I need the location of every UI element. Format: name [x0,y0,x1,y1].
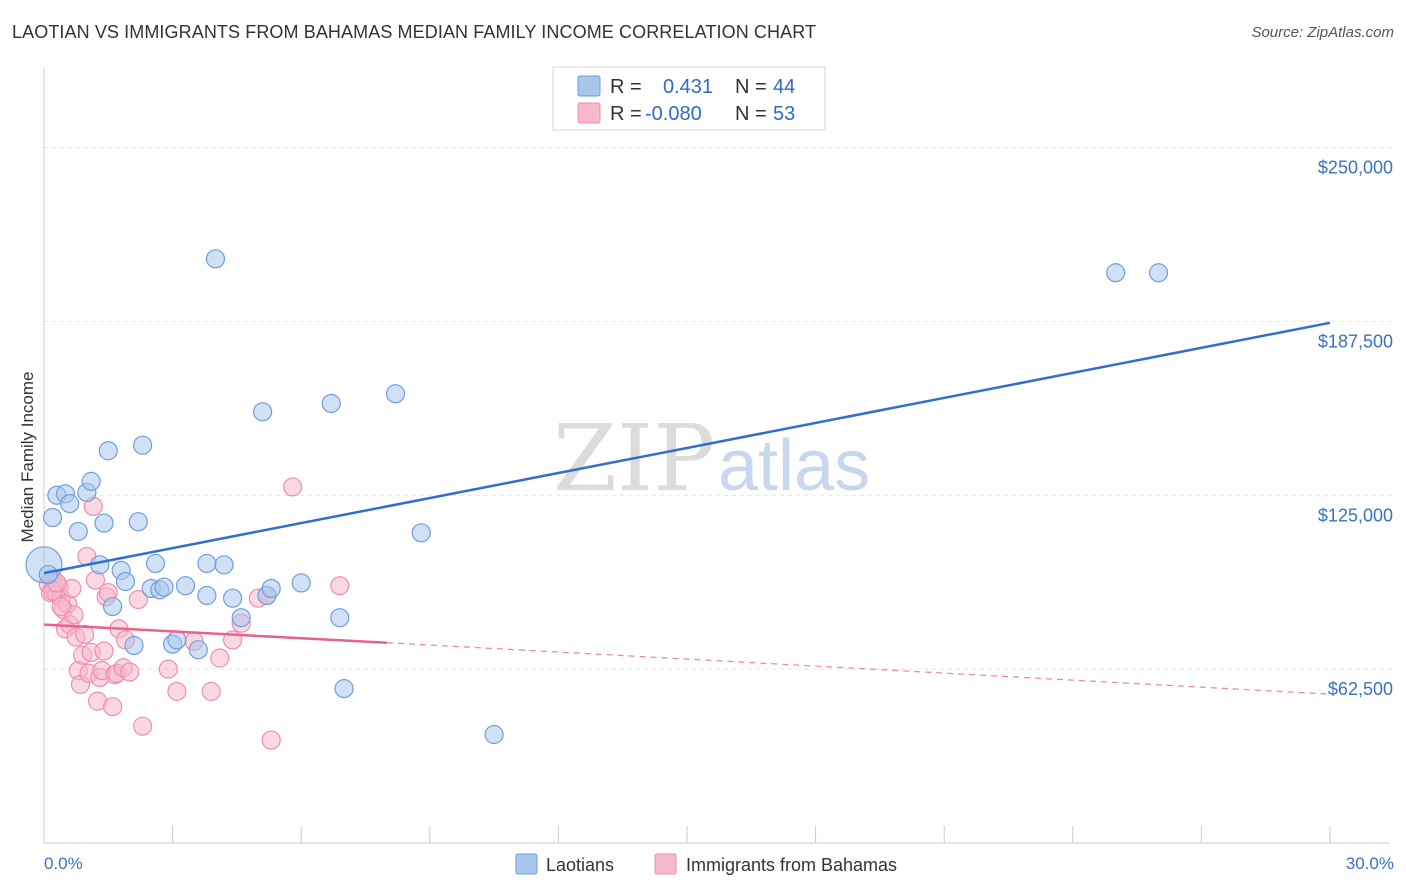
legend-r-value-2: -0.080 [645,103,702,125]
laotians-point [145,553,166,574]
laotians-point [253,402,273,422]
laotians-point [102,596,123,617]
laotians-point [154,577,174,597]
bahamas-point [210,648,230,668]
laotians-point [68,521,88,542]
laotians-point [214,555,234,575]
trendline-bahamas [43,623,387,644]
trendline-laotians [43,321,1331,575]
bottom-legend-swatch-laotians [515,853,538,875]
laotians-point [261,578,281,599]
y-tick-label: $125,000 [1318,505,1393,525]
laotians-point [38,564,58,585]
laotians-point [90,555,110,575]
y-tick-labels: $62,500 $125,000 $187,500 $250,000 [1318,158,1393,700]
gridlines [44,147,1392,670]
chart-title: LAOTIAN VS IMMIGRANTS FROM BAHAMAS MEDIA… [12,22,817,42]
legend-n-label-2: N = [735,103,767,125]
legend-swatch-laotians [577,75,601,97]
series-laotians [25,249,1169,745]
bahamas-point [330,576,350,596]
legend-r-value-1: 0.431 [663,76,713,98]
y-tick-label: $187,500 [1318,331,1393,351]
bahamas-point [94,641,114,661]
laotians-point [167,630,187,650]
x-tick-label-min: 0.0% [44,854,83,873]
bahamas-point [120,662,140,682]
laotians-point [411,523,431,543]
legend-n-value-1: 44 [773,76,795,98]
laotians-point [175,576,196,596]
bahamas-point [283,477,303,497]
trendlines [43,321,1331,695]
x-axis-ticks [43,826,1331,843]
laotians-point [1106,263,1126,283]
series-immigrants-from-bahamas [38,477,350,750]
laotians-point [334,679,354,699]
legend-swatch-bahamas [577,102,601,124]
bahamas-point [128,589,148,610]
bahamas-point [51,596,71,617]
bottom-legend-laotians: Laotians [546,855,614,875]
bahamas-point [201,681,221,701]
series-legend: Laotians Immigrants from Bahamas [515,853,897,875]
bahamas-point [132,716,153,736]
bahamas-point [158,659,178,679]
laotians-point [205,249,226,269]
laotians-point [124,635,144,656]
laotians-point [321,393,341,414]
bahamas-point [75,624,95,644]
y-tick-label: $62,500 [1328,679,1393,699]
laotians-point [132,435,153,455]
laotians-point [1148,263,1169,283]
laotians-point [484,724,504,745]
laotians-point [385,384,406,404]
legend-n-value-2: 53 [773,103,795,125]
laotians-point [197,585,217,606]
laotians-point [330,608,350,628]
laotians-point [128,512,148,532]
bahamas-point [102,697,123,717]
correlation-legend: R = 0.431 N = 44 R = -0.080 N = 53 [552,66,826,131]
legend-r-label-1: R = [610,76,642,98]
laotians-point [223,588,243,608]
laotians-point [60,494,80,514]
legend-n-label-1: N = [735,76,767,98]
laotians-point [291,573,311,593]
laotians-point [231,608,251,628]
legend-r-label-2: R = [610,103,642,125]
laotians-point [81,471,101,491]
x-tick-label-max: 30.0% [1346,854,1394,873]
laotians-point [94,513,114,533]
y-tick-label: $250,000 [1318,158,1393,178]
bahamas-point [167,681,187,701]
laotians-point [42,507,63,528]
watermark-atlas: atlas [718,426,870,506]
source-credit: Source: ZipAtlas.com [1251,24,1394,41]
bahamas-point [261,730,281,750]
laotians-point [115,571,136,592]
bottom-legend-bahamas: Immigrants from Bahamas [686,855,897,875]
bottom-legend-swatch-bahamas [654,853,677,875]
laotians-point [98,441,118,461]
trendline-bahamas [386,642,1331,695]
y-axis-label: Median Family Income [18,371,37,542]
laotians-point [197,553,217,574]
laotians-point [188,640,208,660]
